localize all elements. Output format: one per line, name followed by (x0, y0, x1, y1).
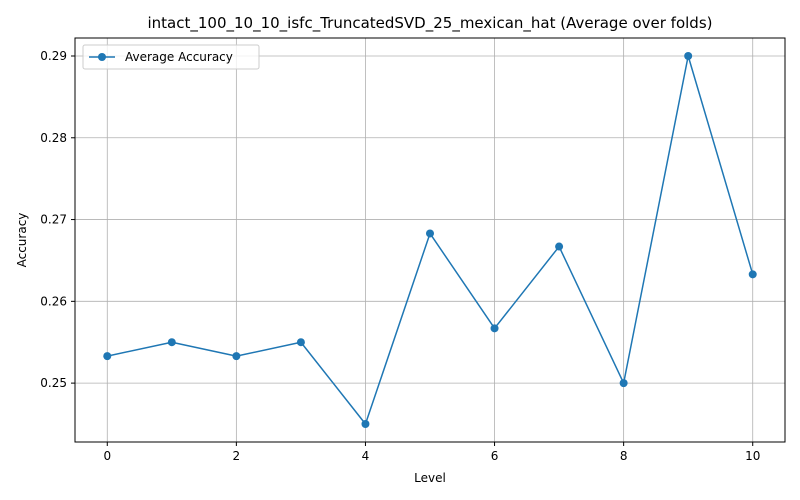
x-tick-label: 10 (745, 449, 760, 463)
series-line (107, 55, 754, 425)
x-tick-label: 8 (620, 449, 628, 463)
y-axis-label: Accuracy (15, 213, 29, 268)
y-tick-label: 0.26 (40, 294, 67, 308)
legend-label: Average Accuracy (125, 50, 233, 64)
data-point (361, 420, 370, 429)
x-tick-label: 6 (491, 449, 499, 463)
data-point (684, 51, 693, 60)
data-point (296, 338, 305, 347)
data-point (555, 242, 564, 251)
data-point (426, 229, 434, 238)
data-point (490, 324, 499, 333)
legend-marker (98, 53, 106, 61)
gridlines (75, 38, 785, 442)
data-point (748, 270, 757, 279)
legend-box (82, 44, 260, 70)
x-axis-label: Level (414, 471, 446, 485)
y-tick-label: 0.25 (40, 376, 67, 390)
x-tick-label: 0 (103, 449, 111, 463)
y-tick-label: 0.27 (40, 213, 67, 227)
data-point (232, 352, 241, 361)
series-layer (103, 51, 757, 429)
chart-title: intact_100_10_10_isfc_TruncatedSVD_25_me… (148, 14, 713, 33)
y-tick-label: 0.29 (40, 49, 67, 63)
legend: Average Accuracy (82, 44, 260, 70)
plot-frame (74, 37, 786, 443)
data-point (619, 379, 628, 388)
x-tick-label: 2 (233, 449, 241, 463)
y-tick-label: 0.28 (40, 131, 67, 145)
x-tick-label: 4 (362, 449, 370, 463)
data-point (167, 338, 176, 347)
axes: 0 2 4 6 8 10 0.25 0.26 0.27 0.28 0.29 (40, 37, 786, 463)
data-point (103, 352, 112, 361)
